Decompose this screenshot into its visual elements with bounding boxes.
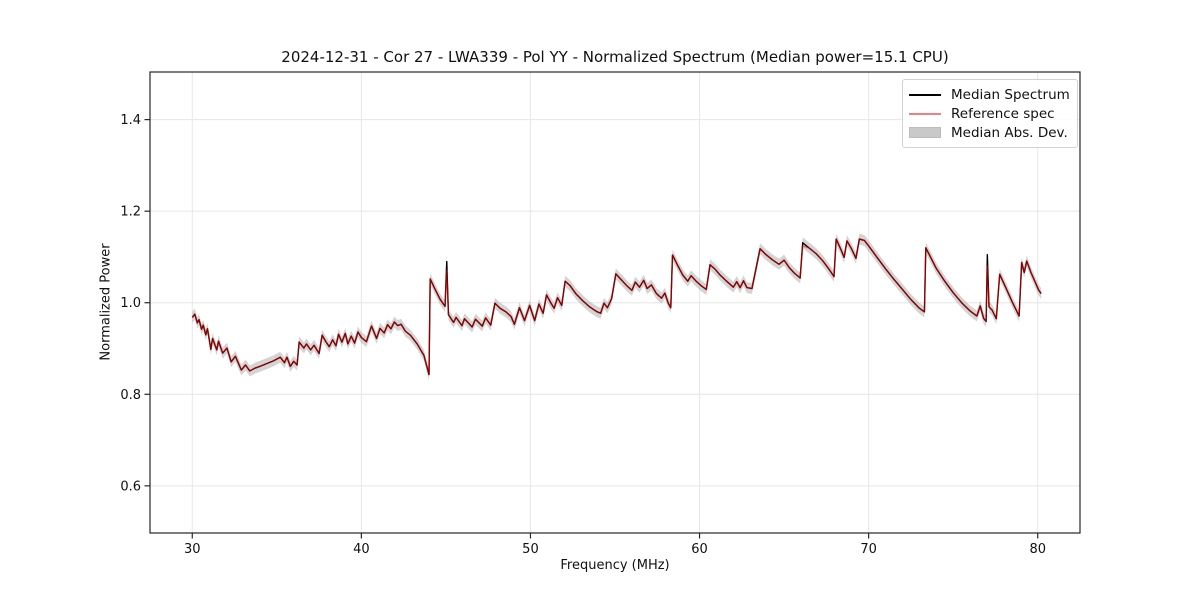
legend-line-swatch <box>909 93 941 96</box>
x-tick-label: 30 <box>184 542 201 557</box>
y-tick-label: 0.6 <box>120 479 141 494</box>
legend-item-label: Median Spectrum <box>951 86 1070 103</box>
y-tick-label: 1.2 <box>120 205 141 220</box>
legend-swatch-shape <box>909 127 941 138</box>
reference-spec-line <box>191 238 1042 376</box>
legend-swatch-shape <box>909 112 941 115</box>
x-tick-label: 80 <box>1029 542 1046 557</box>
x-tick-label: 70 <box>860 542 877 557</box>
y-tick-label: 1.4 <box>120 113 141 128</box>
legend-swatch-shape <box>909 93 941 96</box>
legend-item-label: Reference spec <box>951 105 1055 122</box>
legend-patch-swatch <box>909 127 941 138</box>
x-tick-label: 40 <box>353 542 370 557</box>
legend-item-label: Median Abs. Dev. <box>951 124 1068 141</box>
legend-line-swatch <box>909 112 941 115</box>
legend-item: Median Spectrum <box>909 85 1070 104</box>
x-tick-label: 60 <box>691 542 708 557</box>
legend-box: Median Spectrum Reference spec Median Abs.… <box>902 79 1078 148</box>
legend-item: Median Abs. Dev. <box>909 123 1069 142</box>
y-tick-label: 0.8 <box>120 388 141 403</box>
y-tick-label: 1.0 <box>120 296 141 311</box>
x-tick-label: 50 <box>522 542 539 557</box>
legend-item: Reference spec <box>909 104 1069 123</box>
x-axis-label: Frequency (MHz) <box>560 558 670 573</box>
chart-title: 2024-12-31 - Cor 27 - LWA339 - Pol YY - … <box>281 48 949 66</box>
mad-band <box>192 233 1042 381</box>
